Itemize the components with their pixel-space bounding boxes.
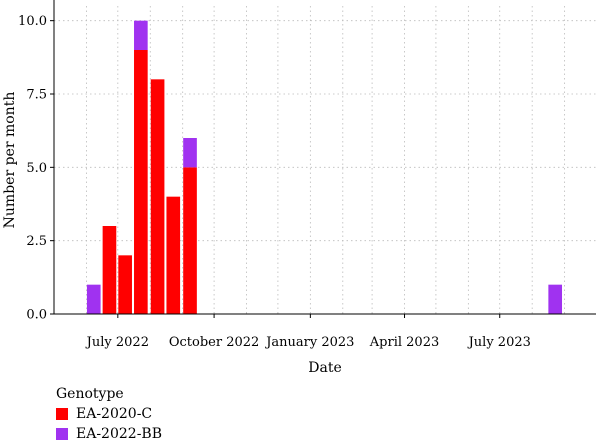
x-tick-label: July 2022 bbox=[85, 335, 149, 350]
legend-swatch-ea-2020-c bbox=[56, 408, 68, 420]
x-tick-label: October 2022 bbox=[169, 335, 259, 350]
legend-item-ea-2020-c: EA-2020-C bbox=[56, 404, 162, 424]
x-axis: July 2022 October 2022 January 2023 April 2… bbox=[54, 313, 596, 350]
bar-ea-2022-bb bbox=[134, 20, 148, 50]
bar-ea-2020-c bbox=[183, 167, 197, 314]
bar-ea-2020-c bbox=[150, 79, 165, 314]
y-axis-title: Number per month bbox=[2, 92, 18, 229]
bar-ea-2020-c bbox=[134, 50, 148, 314]
x-axis-title: Date bbox=[308, 360, 341, 376]
y-tick-label: 7.5 bbox=[26, 88, 47, 103]
x-tick-label: April 2023 bbox=[369, 335, 439, 350]
y-tick-label: 5.0 bbox=[26, 161, 47, 176]
legend-label-ea-2020-c: EA-2020-C bbox=[76, 406, 153, 422]
bar-ea-2022-bb bbox=[86, 284, 101, 314]
bar-ea-2022-bb bbox=[548, 284, 563, 314]
bar-ea-2020-c bbox=[166, 196, 181, 314]
y-tick-label: 2.5 bbox=[26, 234, 47, 249]
bar-ea-2022-bb bbox=[183, 138, 197, 168]
legend-item-ea-2022-bb: EA-2022-BB bbox=[56, 424, 162, 444]
legend-label-ea-2022-bb: EA-2022-BB bbox=[76, 426, 162, 442]
bars bbox=[86, 20, 563, 314]
x-tick-label: July 2023 bbox=[467, 335, 531, 350]
legend-swatch-ea-2022-bb bbox=[56, 428, 68, 440]
bar-ea-2020-c bbox=[118, 255, 132, 314]
y-tick-label: 0.0 bbox=[26, 308, 47, 323]
bar-ea-2020-c bbox=[102, 226, 117, 314]
legend-title: Genotype bbox=[56, 386, 124, 402]
y-axis: 0.0 2.5 5.0 7.5 10.0 bbox=[18, 0, 55, 323]
legend: Genotype EA-2020-C EA-2022-BB bbox=[56, 386, 162, 444]
x-tick-label: January 2023 bbox=[264, 335, 354, 350]
y-tick-label: 10.0 bbox=[18, 14, 47, 29]
